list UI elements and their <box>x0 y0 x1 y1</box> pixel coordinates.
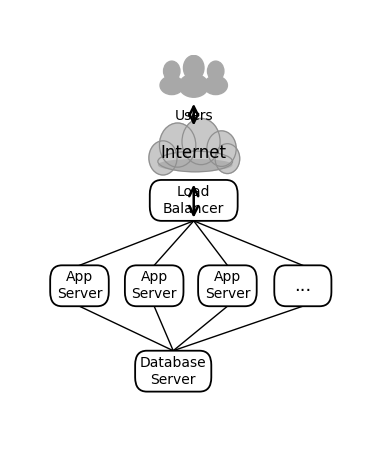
Circle shape <box>160 123 196 167</box>
Circle shape <box>149 141 177 175</box>
FancyBboxPatch shape <box>198 265 257 306</box>
Text: Users: Users <box>174 109 213 123</box>
FancyBboxPatch shape <box>125 265 183 306</box>
FancyBboxPatch shape <box>274 265 332 306</box>
Circle shape <box>207 131 236 166</box>
FancyBboxPatch shape <box>150 180 238 221</box>
Circle shape <box>182 118 220 164</box>
Ellipse shape <box>204 76 228 95</box>
Ellipse shape <box>179 74 208 97</box>
Text: Load
Balancer: Load Balancer <box>163 185 225 216</box>
Text: App
Server: App Server <box>204 270 250 301</box>
Circle shape <box>164 61 180 81</box>
Ellipse shape <box>159 160 232 170</box>
Ellipse shape <box>160 76 183 95</box>
Text: App
Server: App Server <box>132 270 177 301</box>
FancyBboxPatch shape <box>50 265 109 306</box>
Ellipse shape <box>190 71 198 83</box>
Text: App
Server: App Server <box>57 270 102 301</box>
FancyBboxPatch shape <box>135 351 211 392</box>
Ellipse shape <box>212 73 219 83</box>
Text: ...: ... <box>294 277 311 295</box>
Text: Internet: Internet <box>161 144 227 162</box>
Ellipse shape <box>169 73 175 83</box>
Circle shape <box>215 144 240 174</box>
Circle shape <box>208 61 224 81</box>
Ellipse shape <box>158 151 232 172</box>
Circle shape <box>183 55 204 80</box>
Text: Database
Server: Database Server <box>140 356 206 387</box>
